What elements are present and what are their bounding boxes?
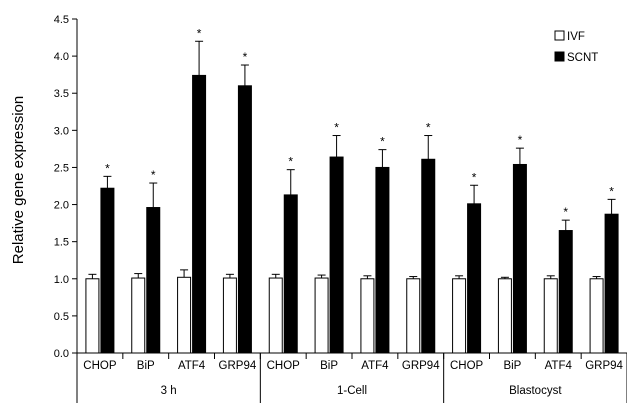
x-axis: CHOP BiP ATF4 GRP94 CHOP BiP ATF4 GRP94 CHOP BiP A… (76, 352, 627, 403)
bar-scnt (192, 74, 207, 354)
bar-ivf (131, 277, 146, 354)
category-label: GRP94 (585, 360, 623, 372)
legend-swatch-scnt (554, 51, 565, 62)
category-label: CHOP (267, 360, 301, 372)
y-tick-label: 1.5 (54, 237, 69, 249)
bar-scnt (283, 194, 298, 354)
y-tick-label: 0.5 (54, 311, 69, 323)
category-label: GRP94 (219, 360, 257, 372)
category-label: ATF4 (361, 360, 389, 372)
group-label: Blastocyst (509, 385, 562, 397)
significance-marker: * (288, 155, 293, 169)
bar-ivf (177, 276, 192, 354)
bar-scnt (467, 203, 482, 354)
bar-ivf (268, 277, 283, 354)
group-label: 3 h (161, 385, 177, 397)
category-label: GRP94 (402, 360, 440, 372)
y-tick-label: 4.5 (54, 14, 69, 26)
significance-marker: * (472, 170, 477, 184)
category-label: BiP (137, 360, 155, 372)
significance-marker: * (380, 135, 385, 149)
significance-marker: * (105, 161, 110, 175)
y-axis: 0.0 0.5 1.0 1.5 2.0 2.5 3.0 3.5 4.0 4.5 (54, 14, 78, 360)
legend-swatch-ivf (554, 30, 565, 41)
bar-scnt (558, 230, 573, 354)
category-label: BiP (503, 360, 521, 372)
bar-ivf (360, 278, 375, 354)
bar-scnt (512, 163, 527, 354)
significance-marker: * (243, 50, 248, 64)
bar-scnt (237, 85, 252, 354)
bar-ivf (406, 278, 421, 354)
category-label: ATF4 (545, 360, 573, 372)
bar-ivf (452, 278, 467, 354)
significance-marker: * (426, 121, 431, 135)
bar-scnt (375, 166, 390, 354)
bar-scnt (100, 187, 115, 354)
y-tick-label: 0.0 (54, 348, 69, 360)
legend-label-ivf: IVF (567, 31, 585, 43)
bar-ivf (222, 277, 237, 354)
bar-scnt (329, 156, 344, 354)
y-tick-label: 2.0 (54, 200, 69, 212)
y-tick-label: 1.0 (54, 274, 69, 286)
significance-marker: * (518, 133, 523, 147)
category-label: BiP (320, 360, 338, 372)
bar-ivf (543, 278, 558, 354)
legend: IVF SCNT (554, 30, 598, 64)
y-axis-title: Relative gene expression (10, 96, 27, 264)
significance-marker: * (563, 205, 568, 219)
y-tick-label: 2.5 (54, 162, 69, 174)
y-tick-label: 4.0 (54, 51, 69, 63)
bar-scnt (146, 207, 161, 354)
category-label: CHOP (450, 360, 484, 372)
bar-ivf (589, 278, 604, 354)
bars: * * * * * * * * * * * * (85, 26, 619, 354)
significance-marker: * (197, 26, 202, 40)
group-label: 1-Cell (337, 385, 367, 397)
legend-label-scnt: SCNT (567, 52, 598, 64)
bar-ivf (314, 277, 329, 354)
significance-marker: * (334, 121, 339, 135)
bar-ivf (497, 278, 512, 354)
category-label: CHOP (83, 360, 117, 372)
category-label: ATF4 (178, 360, 206, 372)
significance-marker: * (609, 184, 614, 198)
y-tick-label: 3.5 (54, 88, 69, 100)
bar-scnt (421, 158, 436, 354)
significance-marker: * (151, 168, 156, 182)
bar-scnt (604, 213, 619, 354)
y-tick-label: 3.0 (54, 125, 69, 137)
bar-ivf (85, 278, 100, 354)
